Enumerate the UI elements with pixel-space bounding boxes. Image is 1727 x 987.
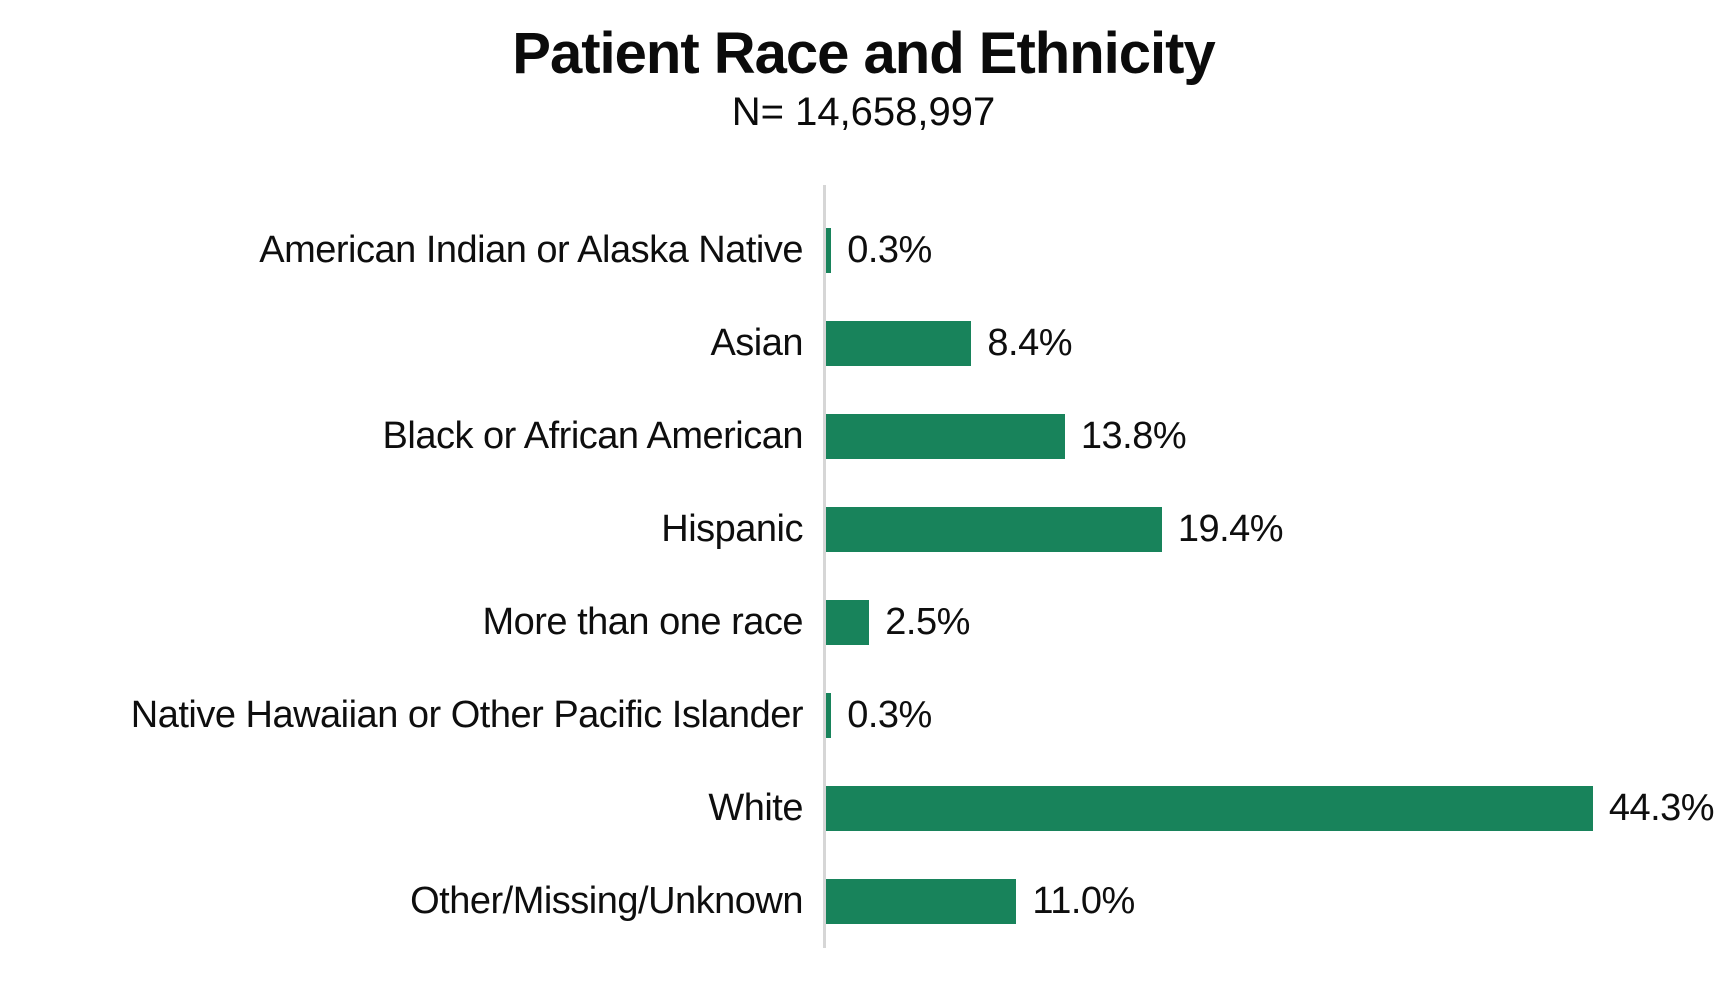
bar-area: 2.5%	[823, 576, 1727, 669]
value-label: 44.3%	[1608, 786, 1715, 829]
value-label: 13.8%	[1080, 414, 1187, 457]
chart-row: Other/Missing/Unknown 11.0%	[0, 855, 1727, 948]
category-label: Hispanic	[661, 507, 803, 550]
bar	[826, 320, 972, 366]
category-label: White	[708, 786, 803, 829]
value-label: 8.4%	[987, 321, 1073, 364]
category-label: Native Hawaiian or Other Pacific Islande…	[130, 693, 804, 736]
bar-area: 11.0%	[823, 855, 1727, 948]
bar-area: 8.4%	[823, 297, 1727, 390]
value-label: 0.3%	[847, 228, 932, 271]
bar-area: 0.3%	[823, 204, 1727, 297]
bar	[826, 506, 1162, 552]
category-label: American Indian or Alaska Native	[259, 228, 803, 271]
chart-row: American Indian or Alaska Native 0.3%	[0, 204, 1727, 297]
chart-row: Black or African American 13.8%	[0, 390, 1727, 483]
bar	[826, 878, 1017, 924]
bar-area: 19.4%	[823, 483, 1727, 576]
chart-row: White 44.3%	[0, 762, 1727, 855]
value-label: 0.3%	[847, 693, 932, 736]
bar-area: 13.8%	[823, 390, 1727, 483]
category-label: Other/Missing/Unknown	[410, 879, 803, 922]
bar	[826, 692, 832, 738]
category-label: Black or African American	[382, 414, 804, 457]
value-label: 2.5%	[885, 600, 970, 643]
y-axis-line	[823, 184, 826, 948]
plot-area: American Indian or Alaska Native 0.3% Asia…	[0, 184, 1727, 948]
bar	[826, 599, 870, 645]
bar	[826, 227, 832, 273]
bar	[826, 785, 1593, 831]
chart-subtitle: N= 14,658,997	[731, 89, 996, 134]
value-label: 11.0%	[1032, 879, 1135, 922]
value-label: 19.4%	[1177, 507, 1284, 550]
category-label: Asian	[710, 321, 803, 364]
bar-area: 0.3%	[823, 669, 1727, 762]
category-label: More than one race	[482, 600, 803, 643]
bar-area: 44.3%	[823, 762, 1727, 855]
chart-row: Native Hawaiian or Other Pacific Islande…	[0, 669, 1727, 762]
bar	[826, 413, 1065, 459]
bar-rows: American Indian or Alaska Native 0.3% Asia…	[0, 204, 1727, 948]
chart-title: Patient Race and Ethnicity	[512, 21, 1215, 86]
chart-row: Hispanic 19.4%	[0, 483, 1727, 576]
chart-row: Asian 8.4%	[0, 297, 1727, 390]
chart-row: More than one race 2.5%	[0, 576, 1727, 669]
